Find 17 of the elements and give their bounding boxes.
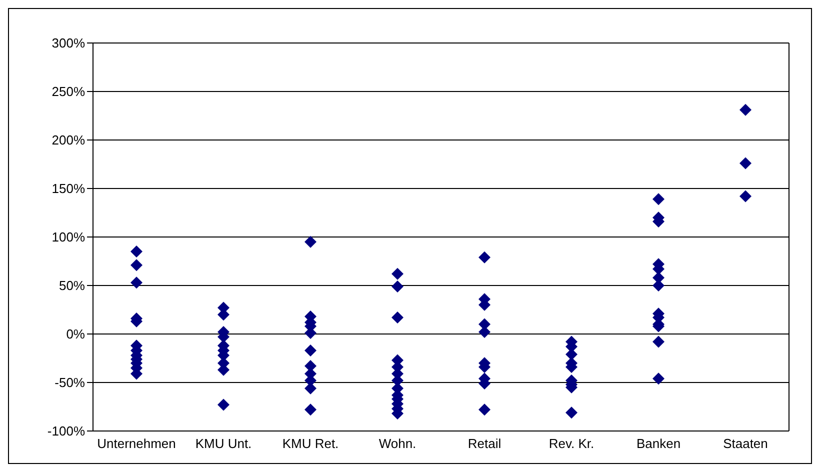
y-tick-label: -100% [47,424,86,439]
x-tick-label: Staaten [723,436,768,452]
x-tick-label: Rev. Kr. [548,436,594,452]
x-tick-label: KMU Unt. [195,436,252,452]
y-tick-label: 50% [58,278,86,294]
y-tick-label: 300% [52,36,86,51]
x-tick-label: Retail [468,436,502,452]
y-tick-label: -50% [54,375,86,390]
y-tick-label: 0% [66,326,86,342]
y-tick-label: 250% [52,84,86,100]
x-tick-label: KMU Ret. [282,436,339,452]
y-tick-label: 150% [52,181,86,196]
y-tick-label: 200% [52,132,86,148]
x-tick-label: Banken [636,436,681,452]
x-tick-label: Unternehmen [97,436,176,452]
y-tick-label: 100% [52,230,86,245]
x-tick-label: Wohn. [378,436,416,452]
